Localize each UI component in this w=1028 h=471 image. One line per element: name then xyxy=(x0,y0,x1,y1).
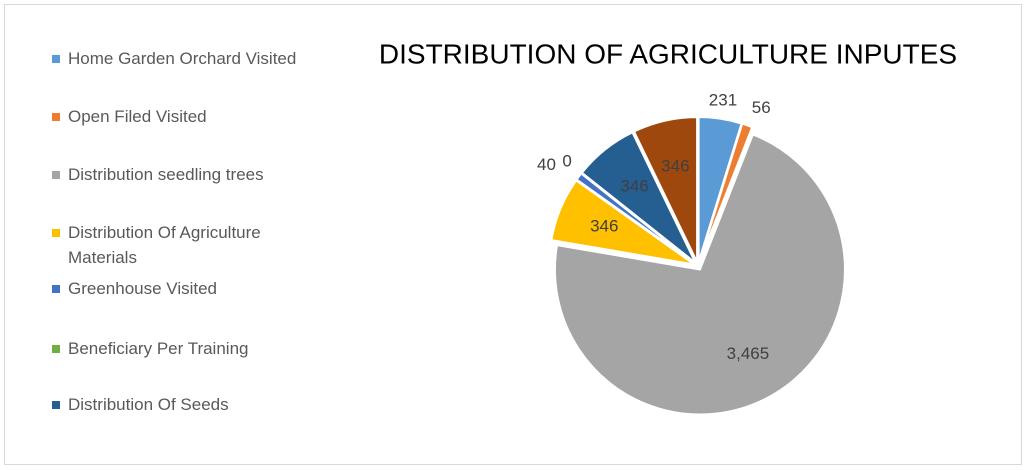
data-label: 40 xyxy=(537,155,556,174)
legend-item: Open Filed Visited xyxy=(52,104,302,129)
pie-slice xyxy=(632,116,699,263)
legend-swatch xyxy=(52,229,60,237)
legend-swatch xyxy=(52,113,60,121)
legend-label: Open Filed Visited xyxy=(68,107,207,126)
pie-slice xyxy=(698,122,754,263)
chart-frame xyxy=(4,4,1022,465)
chart-title: DISTRIBUTION OF AGRICULTURE INPUTES xyxy=(379,38,957,69)
legend-label: Beneficiary Per Training xyxy=(68,339,249,358)
pie-slice xyxy=(550,178,695,266)
legend-item: Distribution Of Agriculture Materials xyxy=(52,220,302,270)
data-label: 346 xyxy=(620,176,648,195)
legend-swatch xyxy=(52,55,60,63)
legend-swatch xyxy=(52,285,60,293)
legend-label: Distribution seedling trees xyxy=(68,165,264,184)
legend-item: Distribution Of Seeds xyxy=(52,392,302,417)
data-label: 56 xyxy=(752,98,771,117)
legend-item: Distribution seedling trees xyxy=(52,162,302,187)
legend-label: Home Garden Orchard Visited xyxy=(68,49,297,68)
legend-swatch xyxy=(52,171,60,179)
data-label: 3,465 xyxy=(727,344,770,363)
legend-item: Greenhouse Visited xyxy=(52,276,302,301)
data-label: 0 xyxy=(562,152,571,171)
data-label: 231 xyxy=(709,90,737,109)
data-label: 346 xyxy=(661,157,689,176)
legend-swatch xyxy=(52,345,60,353)
legend-swatch xyxy=(52,401,60,409)
pie-slice xyxy=(554,133,846,416)
legend-label: Greenhouse Visited xyxy=(68,279,218,298)
legend-label: Distribution Of Agriculture Materials xyxy=(68,223,261,267)
legend-label: Distribution Of Seeds xyxy=(68,395,229,414)
legend-item: Beneficiary Per Training xyxy=(52,336,302,361)
legend-item: Home Garden Orchard Visited xyxy=(52,46,302,71)
data-label: 346 xyxy=(590,217,618,236)
pie-slice xyxy=(580,130,697,264)
